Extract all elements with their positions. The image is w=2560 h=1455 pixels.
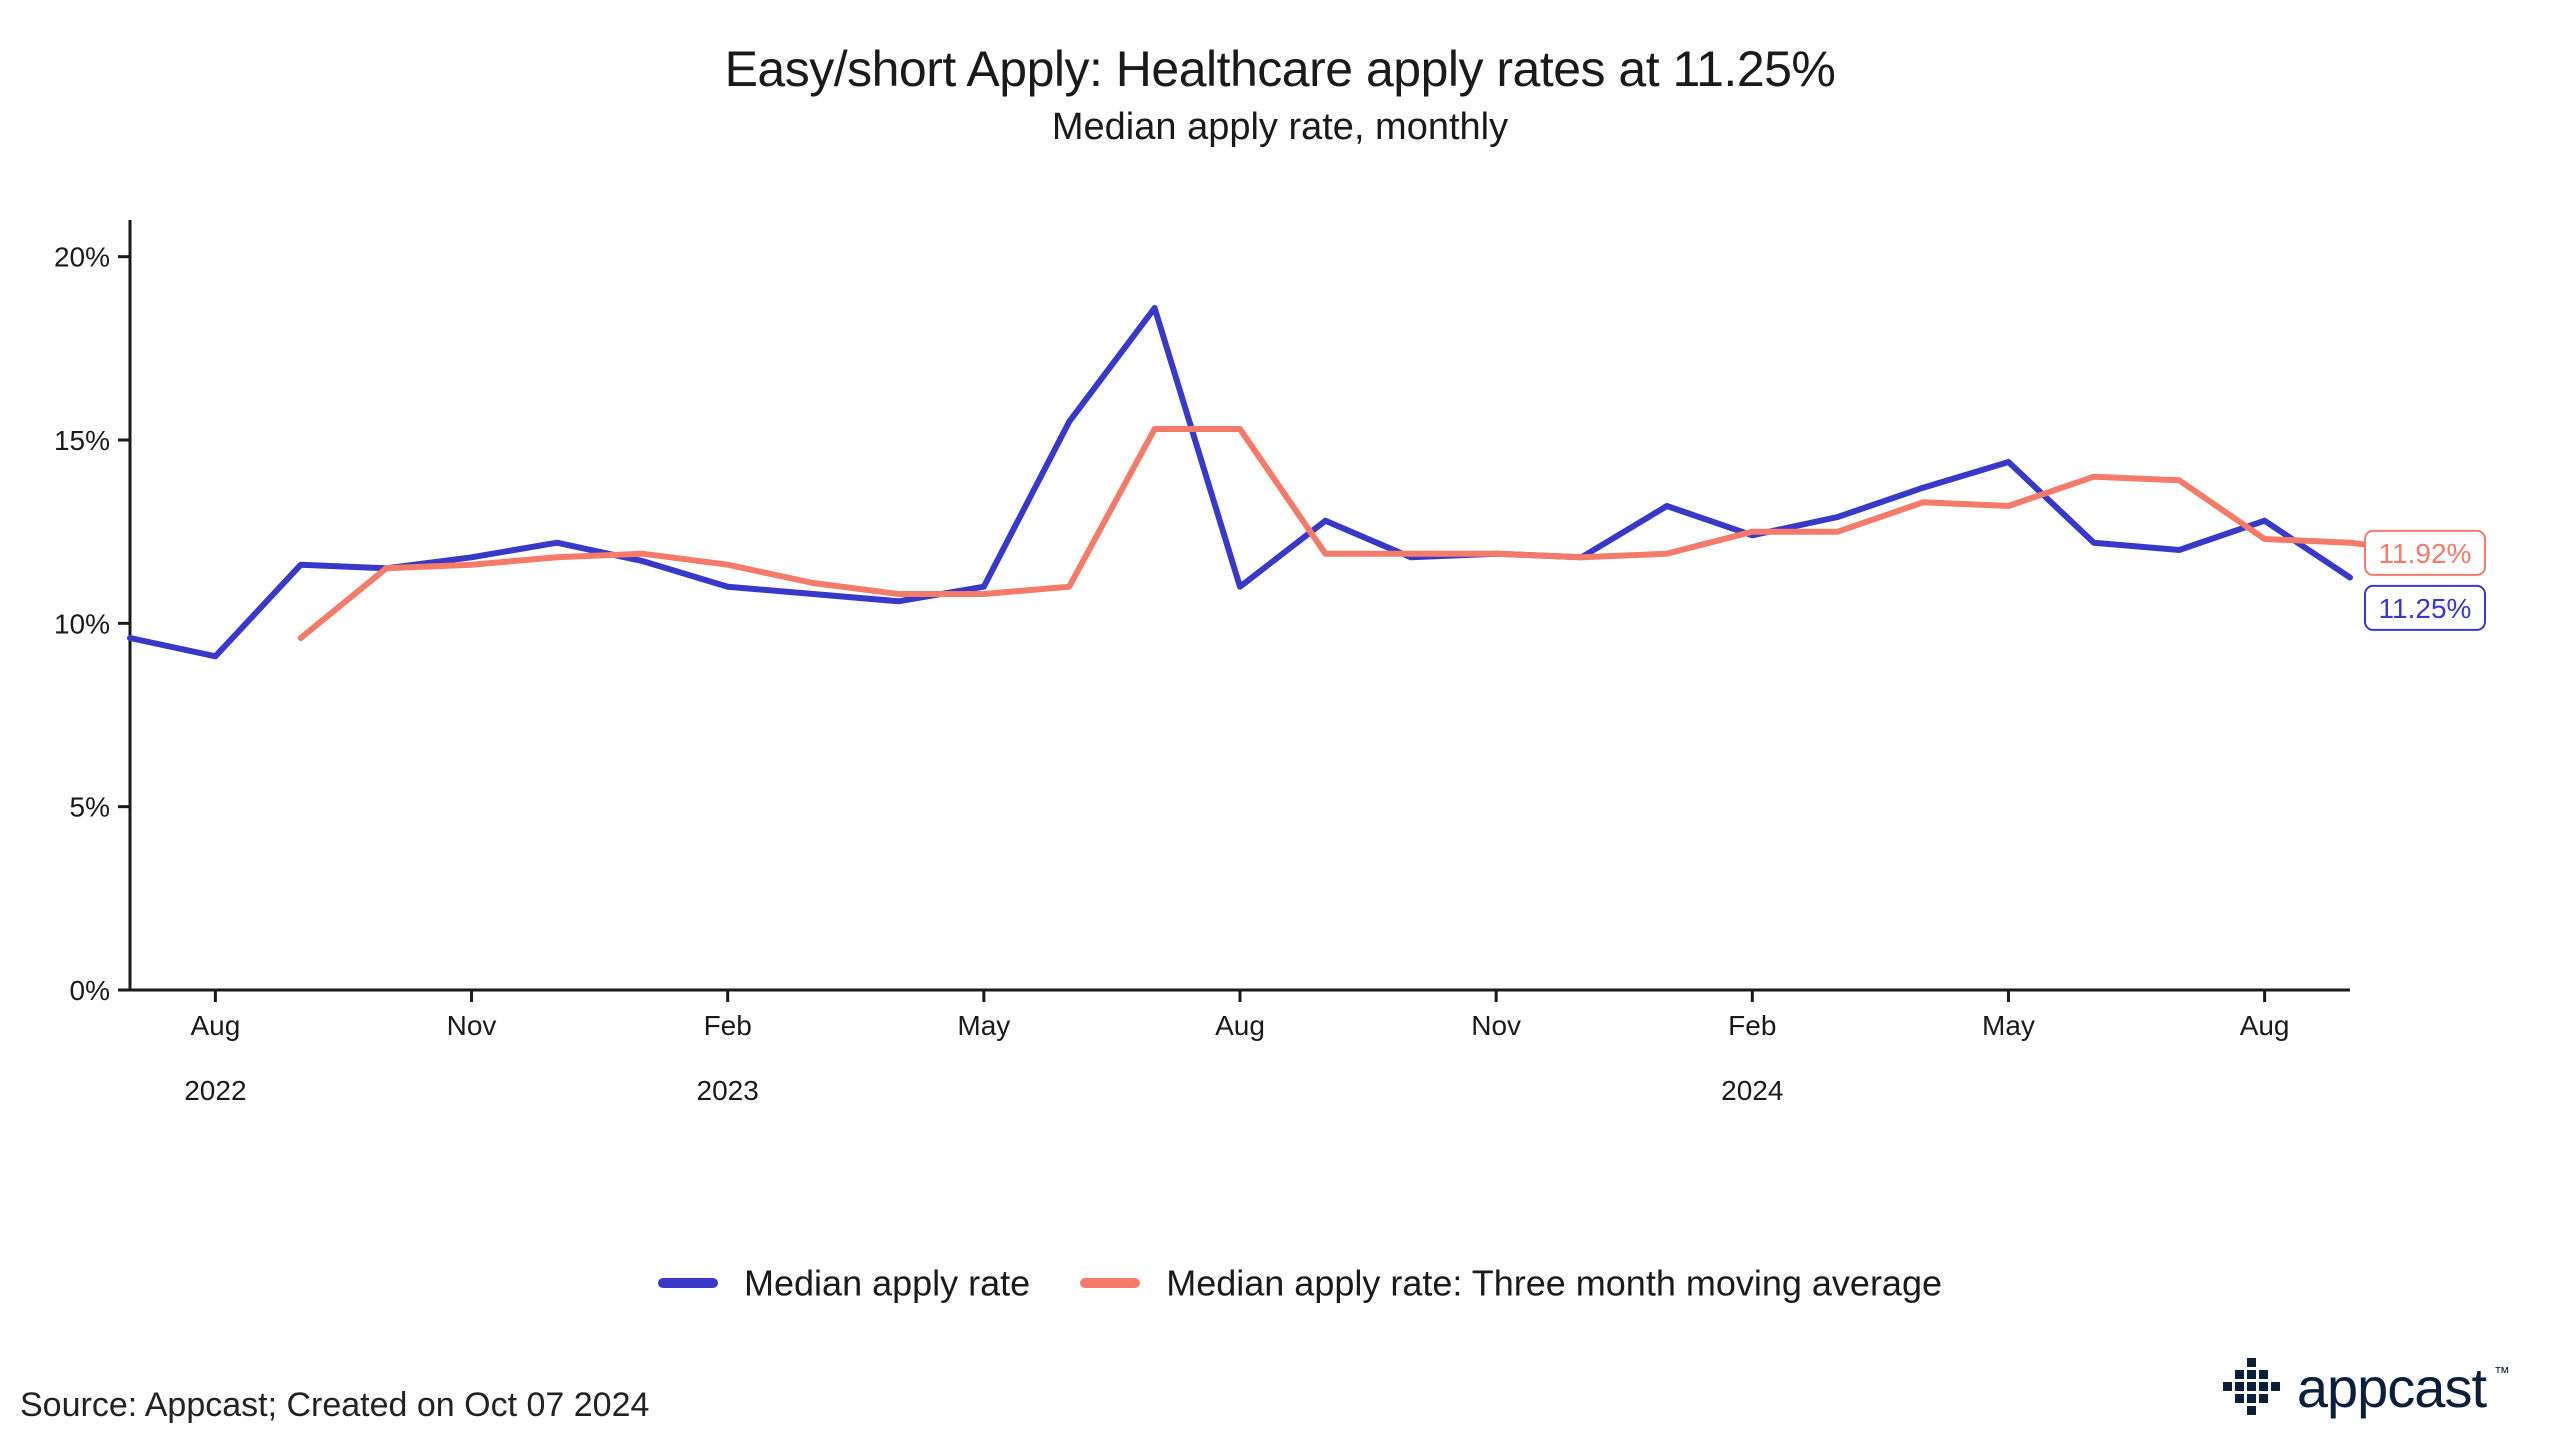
legend: Median apply rate Median apply rate: Thr… — [0, 1260, 2560, 1304]
svg-text:2024: 2024 — [1721, 1075, 1783, 1106]
legend-label-1: Median apply rate — [744, 1262, 1030, 1303]
svg-text:5%: 5% — [70, 792, 110, 823]
appcast-logo: appcast ™ — [2223, 1355, 2510, 1420]
logo-tm: ™ — [2494, 1365, 2510, 1383]
svg-text:11.92%: 11.92% — [2379, 538, 2472, 569]
chart-title: Easy/short Apply: Healthcare apply rates… — [0, 0, 2560, 98]
legend-swatch-2 — [1080, 1278, 1140, 1288]
svg-text:Nov: Nov — [447, 1010, 497, 1041]
logo-text: appcast — [2297, 1355, 2486, 1420]
svg-text:20%: 20% — [54, 242, 110, 273]
source-text: Source: Appcast; Created on Oct 07 2024 — [20, 1386, 649, 1425]
legend-label-2: Median apply rate: Three month moving av… — [1166, 1262, 1942, 1303]
svg-text:11.25%: 11.25% — [2379, 593, 2472, 624]
svg-text:Aug: Aug — [2240, 1010, 2290, 1041]
chart-area: 0% 5% 10% 15% 20% Aug Nov Feb May Aug Nov Feb May Aug… — [30, 200, 2530, 1150]
chart-subtitle: Median apply rate, monthly — [0, 106, 2560, 149]
svg-text:Aug: Aug — [1215, 1010, 1265, 1041]
appcast-logo-icon — [2223, 1358, 2283, 1418]
svg-text:15%: 15% — [54, 425, 110, 456]
legend-swatch-1 — [658, 1278, 718, 1288]
svg-text:Aug: Aug — [190, 1010, 240, 1041]
svg-text:May: May — [1982, 1010, 2035, 1041]
svg-text:Feb: Feb — [1728, 1010, 1776, 1041]
svg-text:2023: 2023 — [697, 1075, 759, 1106]
svg-text:Nov: Nov — [1471, 1010, 1521, 1041]
line-chart-svg: 0% 5% 10% 15% 20% Aug Nov Feb May Aug Nov Feb May Aug… — [30, 200, 2530, 1150]
svg-text:0%: 0% — [70, 975, 110, 1006]
svg-text:10%: 10% — [54, 608, 110, 639]
svg-text:Feb: Feb — [704, 1010, 752, 1041]
svg-text:May: May — [957, 1010, 1010, 1041]
svg-text:2022: 2022 — [184, 1075, 246, 1106]
